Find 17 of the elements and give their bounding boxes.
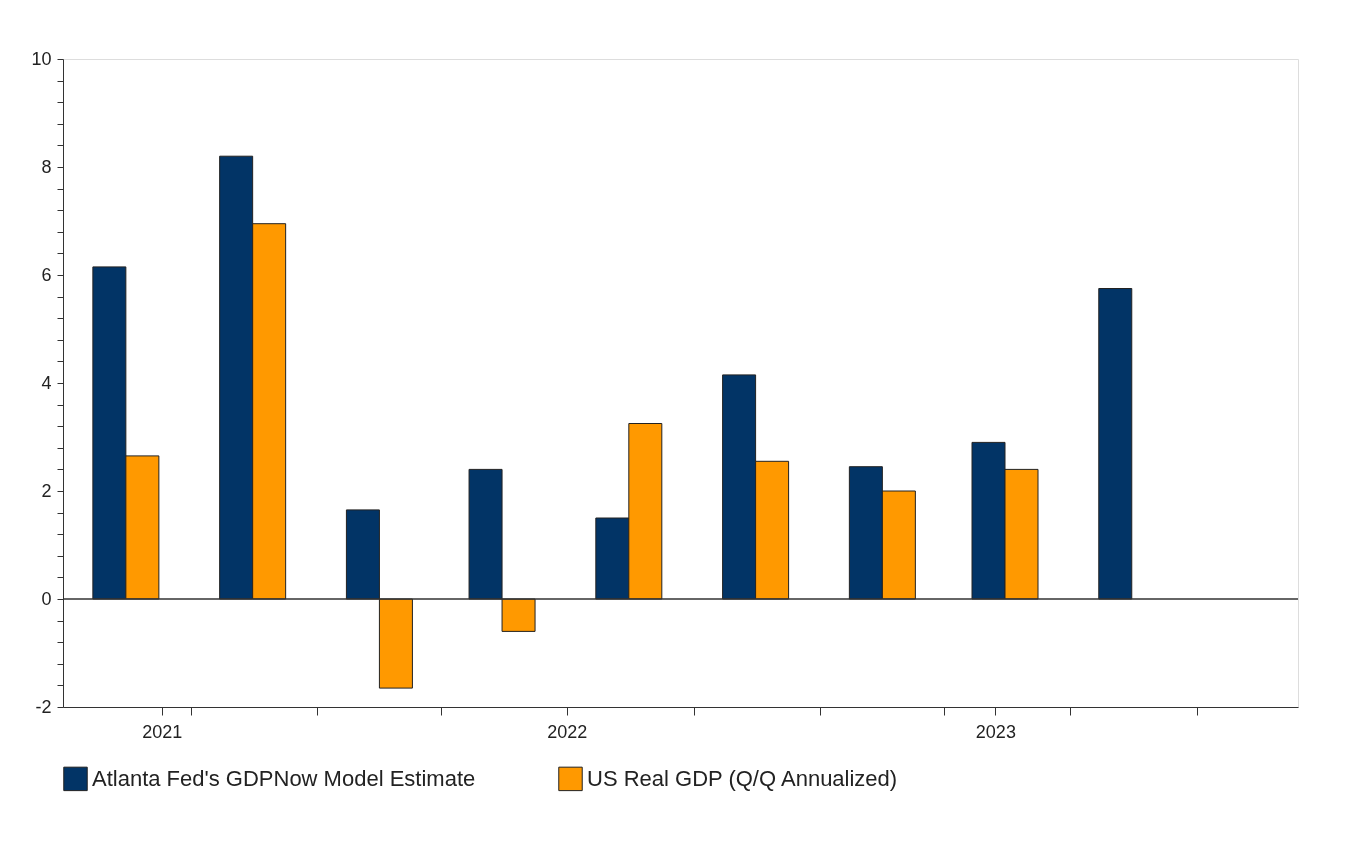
legend-label: Atlanta Fed's GDPNow Model Estimate [92, 765, 476, 791]
y-tick-label: 10 [31, 48, 52, 69]
y-tick-label: 8 [41, 156, 52, 177]
bar [345, 509, 380, 600]
x-tick-label: 2022 [547, 721, 588, 742]
bar [1098, 288, 1133, 600]
x-tick-label: 2021 [142, 721, 183, 742]
bar [378, 598, 413, 689]
x-tick-label: 2023 [975, 721, 1016, 742]
y-tick-label: 0 [41, 588, 52, 609]
y-tick-label: 6 [41, 264, 52, 285]
y-tick-label: 2 [41, 480, 52, 501]
y-tick-label: 4 [41, 372, 52, 393]
bar [501, 598, 536, 632]
bar [468, 468, 503, 600]
y-tick-label: -2 [35, 696, 52, 717]
legend-label: US Real GDP (Q/Q Annualized) [587, 765, 898, 791]
